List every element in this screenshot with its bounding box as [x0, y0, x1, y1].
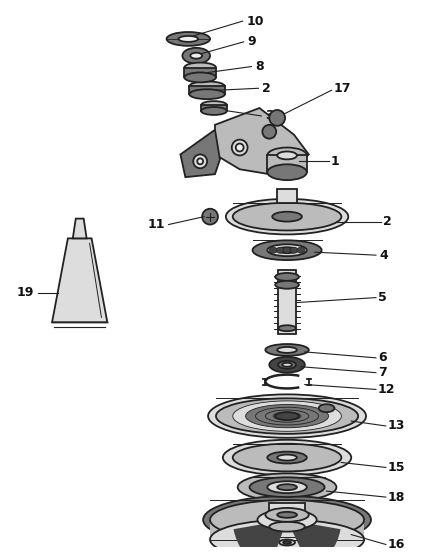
Ellipse shape [272, 212, 302, 222]
Ellipse shape [201, 107, 227, 115]
Ellipse shape [238, 473, 336, 501]
Ellipse shape [268, 481, 307, 493]
Text: 19: 19 [17, 286, 34, 299]
Ellipse shape [297, 247, 305, 253]
Ellipse shape [232, 139, 247, 155]
Text: 15: 15 [388, 461, 405, 474]
Ellipse shape [275, 281, 299, 289]
Text: 4: 4 [380, 249, 389, 262]
Ellipse shape [275, 412, 299, 420]
Bar [210, 520, 364, 540]
Ellipse shape [258, 510, 317, 530]
Ellipse shape [273, 412, 301, 420]
Ellipse shape [276, 247, 284, 253]
Ellipse shape [184, 72, 216, 82]
Ellipse shape [278, 361, 296, 369]
Ellipse shape [265, 508, 309, 521]
Ellipse shape [166, 32, 210, 46]
Bar [201, 105, 227, 111]
Ellipse shape [253, 241, 321, 260]
Ellipse shape [268, 148, 307, 163]
Ellipse shape [223, 440, 351, 476]
Ellipse shape [210, 520, 364, 553]
Ellipse shape [197, 158, 203, 164]
Ellipse shape [184, 62, 216, 72]
Ellipse shape [256, 407, 319, 425]
Ellipse shape [210, 500, 364, 540]
Ellipse shape [233, 444, 342, 471]
Wedge shape [287, 520, 341, 553]
Ellipse shape [182, 48, 210, 64]
Ellipse shape [233, 401, 342, 431]
Ellipse shape [275, 273, 299, 281]
Ellipse shape [268, 164, 307, 180]
Ellipse shape [246, 404, 329, 427]
Ellipse shape [236, 144, 244, 152]
Text: 2: 2 [262, 82, 271, 95]
Text: 10: 10 [247, 14, 264, 28]
Text: 8: 8 [256, 60, 264, 73]
Ellipse shape [277, 152, 297, 159]
Ellipse shape [269, 357, 305, 373]
Ellipse shape [201, 101, 227, 109]
Ellipse shape [203, 496, 371, 544]
Ellipse shape [279, 540, 295, 545]
Ellipse shape [271, 536, 303, 549]
Text: 16: 16 [388, 538, 405, 551]
Bar [184, 67, 216, 77]
Ellipse shape [226, 199, 348, 234]
Bar [278, 270, 296, 334]
Bar [269, 503, 305, 515]
Text: 18: 18 [388, 491, 405, 504]
Bar [189, 86, 225, 94]
Text: 2: 2 [383, 215, 392, 228]
Text: 9: 9 [247, 35, 256, 48]
Text: 12: 12 [378, 383, 395, 396]
Ellipse shape [290, 247, 298, 253]
Text: 7: 7 [378, 366, 386, 379]
Ellipse shape [216, 398, 358, 434]
Text: 13: 13 [388, 420, 405, 432]
Text: 5: 5 [378, 291, 386, 304]
Text: 1: 1 [330, 155, 339, 168]
Ellipse shape [265, 410, 309, 422]
Ellipse shape [189, 81, 225, 91]
Ellipse shape [282, 363, 292, 367]
Ellipse shape [283, 541, 291, 544]
Text: 6: 6 [378, 351, 386, 364]
Ellipse shape [269, 521, 305, 531]
Ellipse shape [277, 512, 297, 518]
Text: 11: 11 [147, 218, 165, 231]
Polygon shape [73, 218, 86, 238]
Bar [268, 155, 307, 172]
Ellipse shape [262, 125, 276, 139]
Ellipse shape [277, 484, 297, 490]
Text: 17: 17 [333, 82, 351, 95]
Ellipse shape [208, 394, 366, 438]
Ellipse shape [193, 154, 207, 168]
Bar [277, 189, 297, 203]
Ellipse shape [268, 244, 307, 256]
Ellipse shape [319, 404, 334, 412]
Ellipse shape [268, 452, 307, 463]
Ellipse shape [202, 208, 218, 225]
Ellipse shape [189, 89, 225, 99]
Ellipse shape [269, 247, 277, 253]
Polygon shape [215, 108, 309, 174]
Ellipse shape [277, 347, 297, 353]
Ellipse shape [265, 344, 309, 356]
Ellipse shape [277, 247, 297, 253]
Ellipse shape [233, 203, 342, 231]
Polygon shape [181, 130, 220, 177]
Ellipse shape [190, 53, 202, 59]
Ellipse shape [278, 325, 296, 331]
Ellipse shape [178, 36, 198, 42]
Ellipse shape [277, 455, 297, 461]
Ellipse shape [283, 247, 291, 253]
Polygon shape [52, 238, 107, 322]
Ellipse shape [269, 110, 285, 126]
Wedge shape [234, 520, 287, 553]
Text: 3: 3 [265, 109, 274, 122]
Ellipse shape [250, 477, 324, 497]
